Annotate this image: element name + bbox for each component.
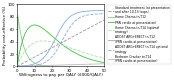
X-axis label: Willingness to pay per QALY (£000/QALY): Willingness to pay per QALY (£000/QALY) <box>19 73 103 77</box>
Y-axis label: Probability cost-effective (%): Probability cost-effective (%) <box>3 6 7 65</box>
Legend: Standard treatment (at presentation
and after 10-13 loops), Home Chemo-tn-T12, P: Standard treatment (at presentation and … <box>107 5 171 64</box>
